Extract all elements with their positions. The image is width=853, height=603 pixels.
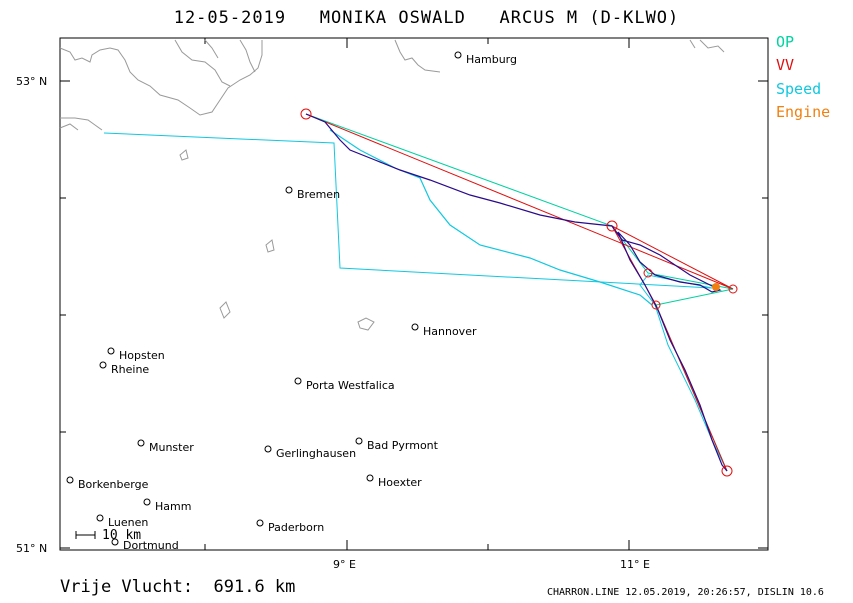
engine-marker: [712, 283, 720, 291]
flight-path: [305, 113, 728, 472]
lon-label-9: 9° E: [333, 558, 356, 571]
city-label-porta-westfalica: Porta Westfalica: [306, 379, 395, 392]
turnpoint-marker: [728, 284, 738, 294]
city-label-gerlinghausen: Gerlinghausen: [276, 447, 356, 460]
city-label-bad-pyrmont: Bad Pyrmont: [367, 439, 439, 452]
op-track: [305, 113, 734, 472]
city-label-dortmund: Dortmund: [123, 539, 179, 552]
turnpoint-marker: [606, 220, 618, 232]
vv-track: [305, 113, 734, 472]
lon-label-11: 11° E: [620, 558, 650, 571]
city-label-paderborn: Paderborn: [268, 521, 324, 534]
turnpoint-marker: [651, 300, 661, 310]
axis-ticks: [60, 38, 768, 550]
city-label-hoexter: Hoexter: [378, 476, 422, 489]
lat-label-51: 51° N: [16, 542, 47, 555]
city-label-hamburg: Hamburg: [466, 53, 517, 66]
scale-label: 10 km: [102, 528, 141, 543]
credit-line: CHARRON.LINE 12.05.2019, 20:26:57, DISLI…: [547, 587, 824, 598]
map-title: 12-05-2019 MONIKA OSWALD ARCUS M (D-KLWO…: [173, 8, 680, 28]
speed-track: [103, 132, 728, 472]
scale-bar: [75, 531, 96, 539]
speed-track-detail: [329, 129, 653, 306]
turnpoints: [300, 108, 738, 477]
city-label-hannover: Hannover: [423, 325, 477, 338]
city-label-hamm: Hamm: [155, 500, 191, 513]
free-flight-distance: Vrije Vlucht: 691.6 km: [60, 577, 296, 597]
city-label-munster: Munster: [149, 441, 194, 454]
city-label-bremen: Bremen: [297, 188, 340, 201]
city-markers: [66, 51, 462, 546]
city-label-luenen: Luenen: [108, 516, 148, 529]
legend-speed: Speed: [776, 80, 822, 98]
coastline: [59, 39, 725, 331]
legend-vv: VV: [776, 56, 795, 74]
city-label-rheine: Rheine: [111, 363, 149, 376]
map-frame: [59, 37, 769, 551]
legend-op: OP: [776, 33, 795, 51]
city-label-hopsten: Hopsten: [119, 349, 165, 362]
city-label-borkenberge: Borkenberge: [78, 478, 149, 491]
turnpoint-marker: [643, 268, 653, 278]
lat-label-53: 53° N: [16, 75, 47, 88]
turnpoint-marker: [300, 108, 312, 120]
legend-engine: Engine: [776, 103, 831, 121]
turnpoint-marker: [721, 465, 733, 477]
